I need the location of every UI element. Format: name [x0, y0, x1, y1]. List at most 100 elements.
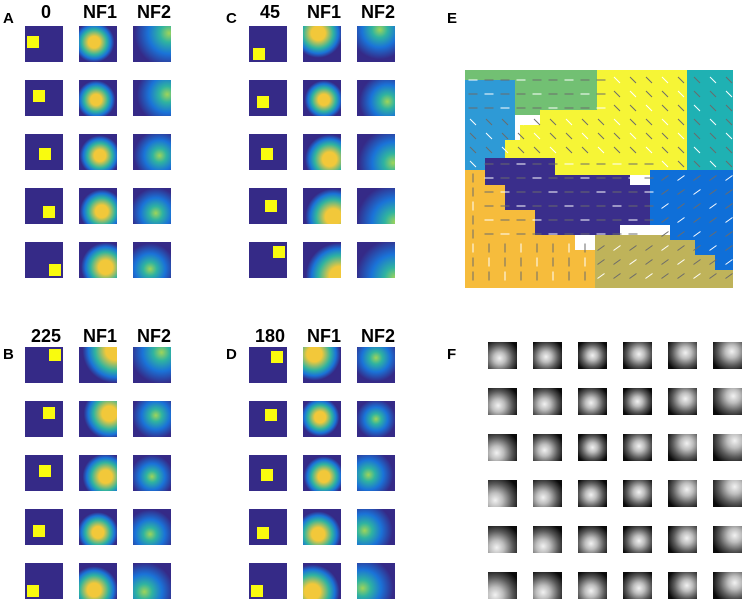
nf2-tile-d-1	[357, 401, 395, 437]
grayscale-tile	[488, 526, 517, 553]
vector-arrow	[677, 132, 685, 140]
vector-arrow	[725, 175, 733, 181]
nf2-tile-b-3	[133, 509, 171, 545]
vector-arrow	[613, 90, 621, 98]
nf2-tile-b-4	[133, 563, 171, 599]
header-b-2: NF2	[136, 326, 171, 346]
stimulus-tile-a-3	[25, 188, 63, 224]
grayscale-tile	[578, 480, 607, 507]
stimulus-square	[33, 525, 45, 537]
vector-arrow	[709, 76, 717, 84]
nf1-tile-c-0	[303, 26, 341, 62]
header-b-0: 225	[30, 326, 62, 346]
nf2-tile-d-4	[357, 563, 395, 599]
stimulus-tile-a-4	[25, 242, 63, 278]
vector-arrow	[677, 189, 685, 195]
vector-arrow	[645, 90, 653, 98]
vector-arrow	[677, 146, 685, 154]
stimulus-square	[251, 585, 263, 597]
vector-arrow	[517, 146, 525, 154]
stimulus-square	[43, 407, 55, 419]
vector-arrow	[485, 146, 493, 154]
nf2-tile-a-4	[133, 242, 171, 278]
stimulus-square	[261, 148, 273, 160]
stimulus-tile-a-2	[25, 134, 63, 170]
vector-arrow	[725, 245, 733, 251]
vector-arrow	[613, 259, 621, 265]
nf2-tile-a-3	[133, 188, 171, 224]
panel-label-f: F	[447, 346, 457, 363]
vector-arrow	[565, 146, 573, 154]
vector-arrow	[581, 118, 589, 126]
vector-arrow	[501, 118, 509, 126]
stimulus-square	[33, 90, 45, 102]
region-blue	[650, 170, 733, 270]
nf1-tile-d-3	[303, 509, 341, 545]
vector-arrow	[629, 273, 637, 279]
vector-arrow	[677, 217, 685, 223]
vector-arrow	[613, 146, 621, 154]
vector-arrow	[645, 259, 653, 265]
grayscale-tile	[713, 388, 742, 415]
grayscale-tile	[578, 388, 607, 415]
vector-arrow	[629, 104, 637, 112]
vector-arrow	[661, 146, 669, 154]
grayscale-tile	[713, 526, 742, 553]
stimulus-square	[39, 148, 51, 160]
stimulus-tile-d-3	[249, 509, 287, 545]
vector-arrow	[597, 146, 605, 154]
grayscale-tile	[533, 434, 562, 461]
grayscale-tile	[668, 480, 697, 507]
vector-arrow	[565, 118, 573, 126]
grayscale-tile	[488, 342, 517, 369]
vector-arrow	[597, 132, 605, 140]
nf1-tile-a-0	[79, 26, 117, 62]
grayscale-tile	[668, 388, 697, 415]
grayscale-tile	[623, 434, 652, 461]
vector-arrow	[613, 76, 621, 84]
stimulus-square	[257, 96, 269, 108]
vector-arrow	[661, 231, 669, 237]
stimulus-square	[273, 246, 285, 258]
vector-arrow	[661, 76, 669, 84]
grayscale-tile	[623, 526, 652, 553]
vector-arrow	[549, 132, 557, 140]
vector-arrow	[693, 189, 701, 195]
vector-arrow	[693, 132, 701, 140]
vector-arrow	[613, 104, 621, 112]
stimulus-tile-c-2	[249, 134, 287, 170]
header-a-0: 0	[40, 2, 51, 22]
nf1-tile-a-1	[79, 80, 117, 116]
stimulus-square	[39, 465, 51, 477]
grayscale-tile	[533, 342, 562, 369]
vector-arrow	[597, 245, 605, 251]
stimulus-tile-d-4	[249, 563, 287, 599]
nf2-tile-d-0	[357, 347, 395, 383]
stimulus-square	[257, 527, 269, 539]
stimulus-tile-b-1	[25, 401, 63, 437]
grayscale-tile	[578, 434, 607, 461]
vector-arrow	[709, 259, 717, 265]
vector-arrow	[629, 118, 637, 126]
stimulus-square	[271, 351, 283, 363]
header-d-0: 180	[254, 326, 286, 346]
stimulus-tile-c-4	[249, 242, 287, 278]
vector-arrow	[485, 132, 493, 140]
grayscale-tile	[668, 572, 697, 599]
stimulus-tile-a-0	[25, 26, 63, 62]
vector-arrow	[709, 118, 717, 126]
vector-arrow	[709, 104, 717, 112]
grayscale-tile	[668, 342, 697, 369]
vector-arrow	[469, 118, 477, 126]
grayscale-tile	[488, 572, 517, 599]
vector-arrow	[693, 175, 701, 181]
grayscale-tile	[713, 480, 742, 507]
grayscale-tile	[533, 388, 562, 415]
vector-arrow	[613, 273, 621, 279]
grayscale-tile	[488, 480, 517, 507]
stimulus-tile-c-1	[249, 80, 287, 116]
nf2-tile-b-2	[133, 455, 171, 491]
grayscale-tile	[668, 526, 697, 553]
nf2-tile-c-3	[357, 188, 395, 224]
vector-arrow	[661, 90, 669, 98]
